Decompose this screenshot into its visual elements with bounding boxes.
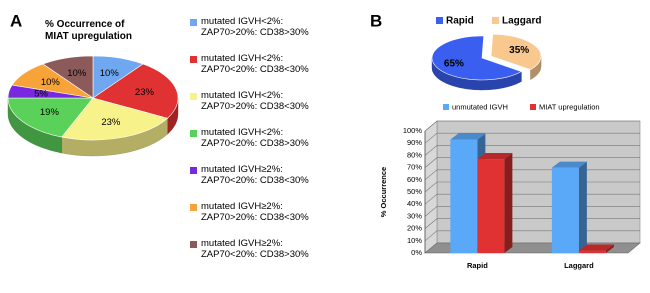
grid-line <box>424 120 640 132</box>
data-label: 65% <box>444 58 464 69</box>
legend-label: mutated IGVH<2%: ZAP70>20%: CD38<30% <box>201 90 309 112</box>
grid-line <box>424 132 640 144</box>
y-axis-title: % Occurrence <box>379 167 388 217</box>
y-tick-label: 10% <box>407 236 422 245</box>
y-tick-label: 80% <box>407 150 422 159</box>
legend-label: mutated IGVH≥2%: ZAP70>20%: CD38<30% <box>201 201 309 223</box>
bar-top <box>450 133 486 140</box>
legend-label: Rapid <box>446 16 474 27</box>
legend-swatch <box>190 130 197 137</box>
pie-slice <box>61 97 169 141</box>
legend-swatch <box>190 93 197 100</box>
pie-slice <box>431 35 523 81</box>
panel-label: A <box>10 11 22 30</box>
legend-swatch <box>530 104 536 110</box>
bar <box>477 159 505 253</box>
legend-swatch <box>190 204 197 211</box>
bar-side <box>605 244 614 253</box>
panel-label: B <box>370 11 382 30</box>
legend-label: mutated IGVH<2%: ZAP70<20%: CD38<30% <box>201 53 309 75</box>
legend-swatch <box>190 167 197 174</box>
bar <box>450 139 478 253</box>
y-tick-label: 70% <box>407 163 422 172</box>
y-tick-label: 20% <box>407 224 422 233</box>
legend-swatch <box>436 17 443 24</box>
bar-side <box>578 161 587 253</box>
y-tick-label: 0% <box>411 248 422 257</box>
legend-swatch <box>492 17 499 24</box>
bar-top <box>551 161 587 168</box>
data-label: 10% <box>41 77 61 88</box>
bar <box>551 167 579 253</box>
bar-top <box>578 244 614 251</box>
grid-line <box>424 145 640 156</box>
legend-label: Laggard <box>502 16 541 27</box>
data-label: 19% <box>40 107 60 118</box>
y-tick-label: 60% <box>407 175 422 184</box>
data-label: 10% <box>100 68 120 79</box>
data-label: 23% <box>135 87 155 98</box>
bar-side <box>504 153 513 253</box>
y-tick-label: 50% <box>407 187 422 196</box>
data-label: 35% <box>509 45 529 56</box>
data-label: 5% <box>34 88 48 99</box>
pie-slice <box>42 55 94 99</box>
legend-label: mutated IGVH<2%: ZAP70>20%: CD38>30% <box>201 16 309 38</box>
legend-label: mutated IGVH≥2%: ZAP70<20%: CD38<30% <box>201 164 309 186</box>
legend-label: mutated IGVH≥2%: ZAP70<20%: CD38>30% <box>201 238 309 260</box>
y-tick-label: 30% <box>407 211 422 220</box>
pie-slice <box>7 97 94 138</box>
y-tick-label: 40% <box>407 199 422 208</box>
data-label: 10% <box>67 68 87 79</box>
legend-label: unmutated IGVH <box>452 102 508 111</box>
legend-swatch <box>190 241 197 248</box>
pie-slice <box>92 63 179 119</box>
legend-swatch <box>443 104 449 110</box>
grid-line <box>424 157 640 168</box>
y-tick-label: 100% <box>403 126 423 135</box>
legend-label: mutated IGVH<2%: ZAP70<20%: CD38>30% <box>201 127 309 149</box>
bar <box>578 250 606 253</box>
bar-top <box>477 153 513 160</box>
legend-label: MIAT upregulation <box>539 102 600 111</box>
pie-slice <box>490 33 542 71</box>
legend-swatch <box>190 56 197 63</box>
chart-title: % Occurrence of MIAT upregulation <box>45 19 133 42</box>
data-label: 23% <box>101 117 121 128</box>
x-tick-label: Rapid <box>467 261 488 270</box>
x-tick-label: Laggard <box>564 261 594 270</box>
y-tick-label: 90% <box>407 138 422 147</box>
legend-swatch <box>190 19 197 26</box>
